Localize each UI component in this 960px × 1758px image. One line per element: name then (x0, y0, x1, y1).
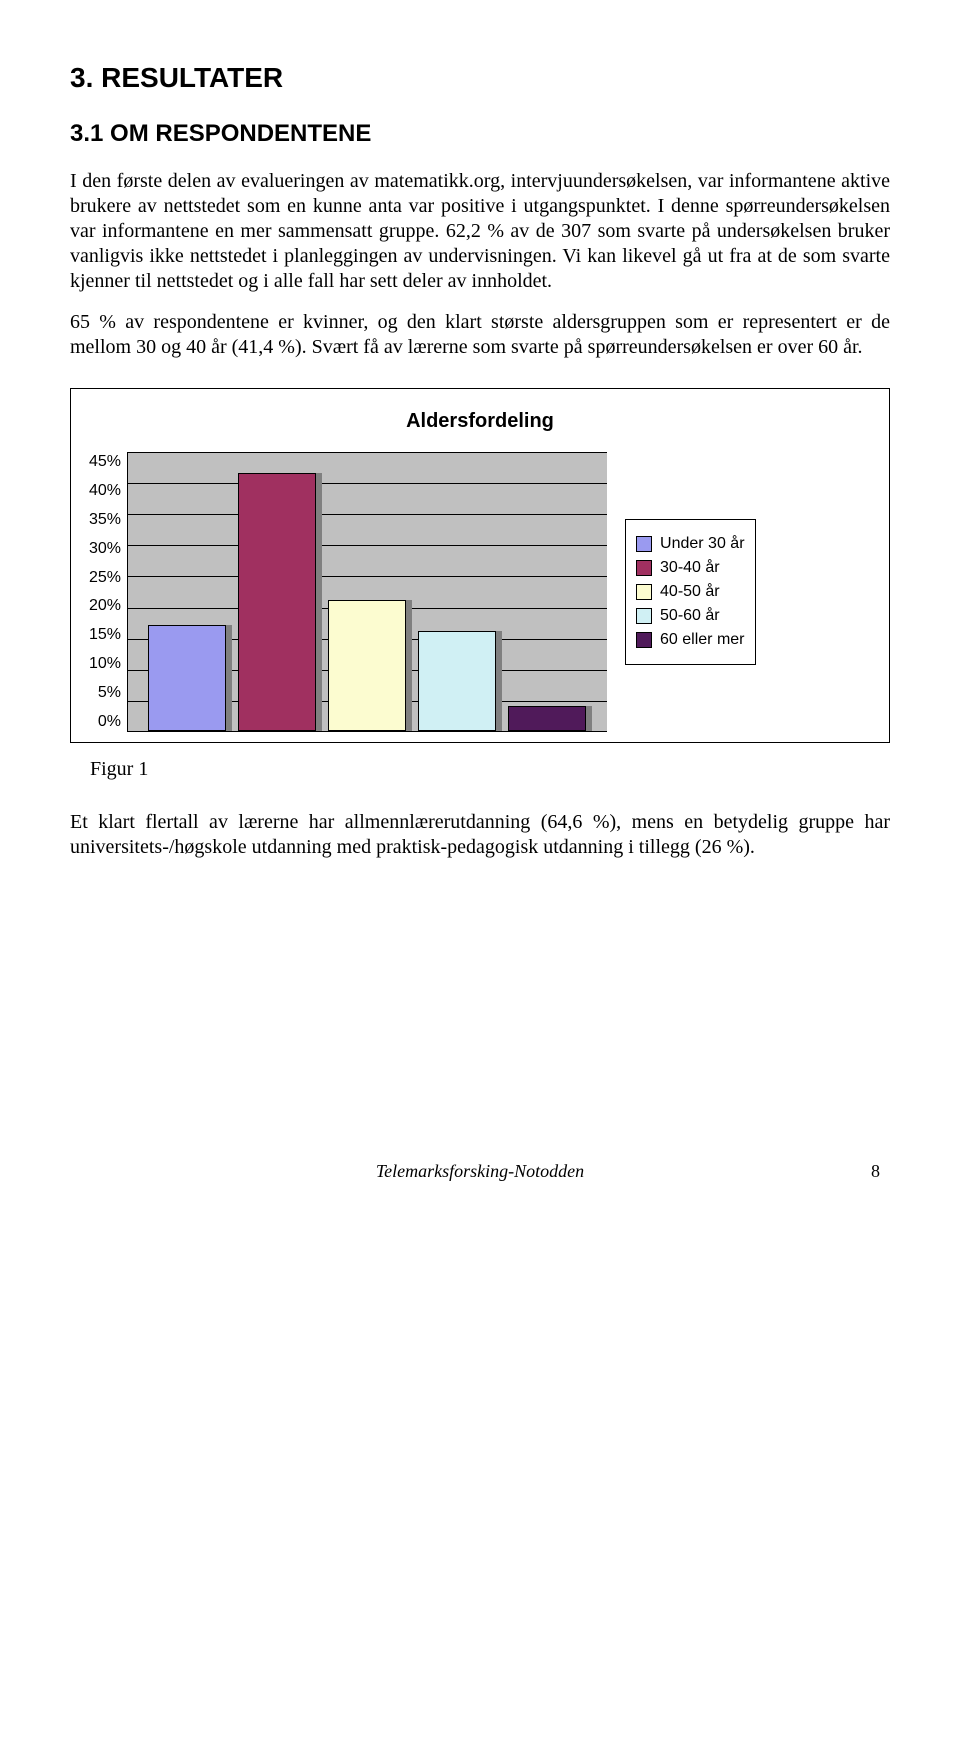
legend-item: 30-40 år (636, 558, 745, 578)
body-paragraph-2: 65 % av respondentene er kvinner, og den… (70, 310, 890, 360)
legend-item: 40-50 år (636, 582, 745, 602)
chart-gridline (128, 483, 607, 484)
chart-title: Aldersfordeling (89, 409, 871, 434)
chart-y-tick-label: 25% (89, 568, 121, 588)
chart-y-tick-label: 40% (89, 481, 121, 501)
page-footer: Telemarksforsking-Notodden 8 (70, 1160, 890, 1183)
legend-swatch (636, 584, 652, 600)
chart-gridline (128, 545, 607, 546)
body-paragraph-3: Et klart flertall av lærerne har allmenn… (70, 810, 890, 860)
body-paragraph-1: I den første delen av evalueringen av ma… (70, 169, 890, 294)
chart-y-tick-label: 30% (89, 539, 121, 559)
chart-plot-area (127, 452, 607, 732)
chart-y-tick-label: 5% (98, 683, 121, 703)
legend-label: Under 30 år (660, 534, 745, 554)
legend-swatch (636, 536, 652, 552)
chart-bar (508, 706, 586, 731)
chart-container: Aldersfordeling 45% 40% 35% 30% 25% 20% 15% 10%… (70, 388, 890, 743)
legend-item: 50-60 år (636, 606, 745, 626)
chart-gridline (128, 452, 607, 453)
legend-label: 40-50 år (660, 582, 720, 602)
figure-caption: Figur 1 (90, 757, 890, 782)
chart-bar (238, 473, 316, 731)
legend-swatch (636, 560, 652, 576)
legend-label: 30-40 år (660, 558, 720, 578)
chart-bar (148, 625, 226, 731)
chart-bar (328, 600, 406, 731)
legend-swatch (636, 608, 652, 624)
chart-gridline (128, 514, 607, 515)
chart-y-tick-label: 15% (89, 625, 121, 645)
chart-gridline (128, 576, 607, 577)
chart-y-tick-label: 20% (89, 596, 121, 616)
chart-y-axis: 45% 40% 35% 30% 25% 20% 15% 10% 5% 0% (89, 452, 127, 732)
legend-label: 50-60 år (660, 606, 720, 626)
chart-bar (418, 631, 496, 731)
legend-label: 60 eller mer (660, 630, 744, 650)
footer-publisher: Telemarksforsking-Notodden (376, 1161, 584, 1181)
subsection-heading: 3.1 OM RESPONDENTENE (70, 119, 890, 149)
chart-y-tick-label: 45% (89, 452, 121, 472)
chart-y-tick-label: 0% (98, 712, 121, 732)
page-number: 8 (871, 1160, 880, 1183)
legend-item: 60 eller mer (636, 630, 745, 650)
chart-y-tick-label: 35% (89, 510, 121, 530)
section-heading: 3. RESULTATER (70, 60, 890, 95)
legend-swatch (636, 632, 652, 648)
legend-item: Under 30 år (636, 534, 745, 554)
chart-legend: Under 30 år 30-40 år 40-50 år 50-60 år 60 el… (625, 519, 756, 665)
chart-y-tick-label: 10% (89, 654, 121, 674)
